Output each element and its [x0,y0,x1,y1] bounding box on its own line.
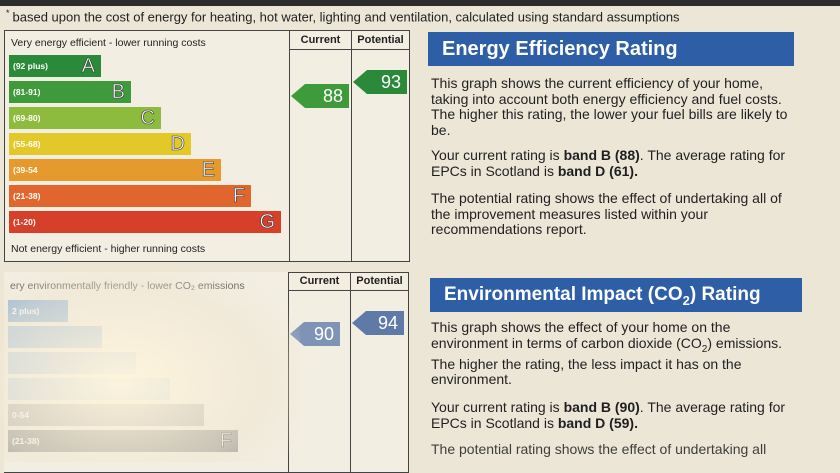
energy-potential-text: The potential rating shows the effect of… [431,190,782,237]
co2-current-rating-text: Your current rating is band B (90). The … [431,399,786,431]
rating-band-d: (55-68) D [9,133,191,155]
chart-top-label: ery environmentally friendly - lower CO₂… [10,280,245,292]
band-range-label: (39-54 [13,165,38,175]
current-column-header: Current [299,275,340,287]
column-divider [351,31,352,261]
current-rating-arrow: 88 [291,84,349,108]
band-letter: C [140,107,155,130]
rating-band-5: 0-54 [8,404,204,426]
header-divider [288,290,408,291]
rating-band-e: (39-54 E [9,159,221,181]
rating-band-3 [8,352,136,374]
band-letter: D [170,133,185,156]
band-letter: G [259,211,275,234]
environmental-impact-title: Environmental Impact (CO2) Rating [430,278,802,312]
chart-top-label: Very energy efficient - lower running co… [11,37,206,49]
band-range-label: (21-38) [12,436,40,446]
top-edge-bar [0,0,840,6]
band-range-label: (21-38) [13,191,41,201]
column-divider [289,31,290,261]
rating-band-f: (21-38) F [8,430,238,452]
potential-rating-arrow: 93 [353,70,407,94]
band-range-label: (81-91) [13,87,41,97]
band-letter: E [201,159,215,182]
rating-band-4 [8,378,170,400]
rating-band-2 [8,326,102,348]
band-letter: A [81,55,95,78]
band-letter: B [111,81,125,104]
band-range-label: (55-68) [13,139,41,149]
cost-footnote: * based upon the cost of energy for heati… [6,8,680,25]
band-range-label: 0-54 [12,410,30,420]
band-range-label: 2 plus) [12,306,40,316]
rating-band-a: (92 plus) A [9,55,101,77]
rating-band-b: (81-91) B [9,81,131,103]
header-divider [289,49,409,50]
potential-rating-arrow: 94 [352,311,404,335]
potential-column-header: Potential [357,34,404,46]
column-divider [288,272,289,472]
potential-column-header: Potential [356,275,403,287]
energy-efficiency-title: Energy Efficiency Rating [428,32,794,66]
environmental-impact-chart: Current Potential ery environmentally fr… [4,272,409,473]
energy-current-rating-text: Your current rating is band B (88). The … [431,147,786,179]
band-range-label: (92 plus) [13,61,48,71]
rating-band-1: 2 plus) [8,300,68,322]
current-column-header: Current [300,34,341,46]
rating-band-c: (69-80) C [9,107,161,129]
band-range-label: (69-80) [13,113,41,123]
band-letter: F [219,430,232,453]
co2-potential-text: The potential rating shows the effect of… [431,441,767,457]
rating-band-f: (21-38) F [9,185,251,207]
co2-description: This graph shows the effect of your home… [431,319,783,388]
band-range-label: (1-20) [13,217,36,227]
energy-efficiency-chart: Current Potential Very energy efficient … [4,30,410,262]
rating-band-g: (1-20) G [9,211,281,233]
energy-description: This graph shows the current efficiency … [431,75,788,138]
band-letter: F [232,185,245,208]
column-divider [350,272,351,472]
chart-bottom-label: Not energy efficient - higher running co… [11,243,206,255]
header-top-line [288,272,408,273]
current-rating-arrow: 90 [290,322,340,346]
